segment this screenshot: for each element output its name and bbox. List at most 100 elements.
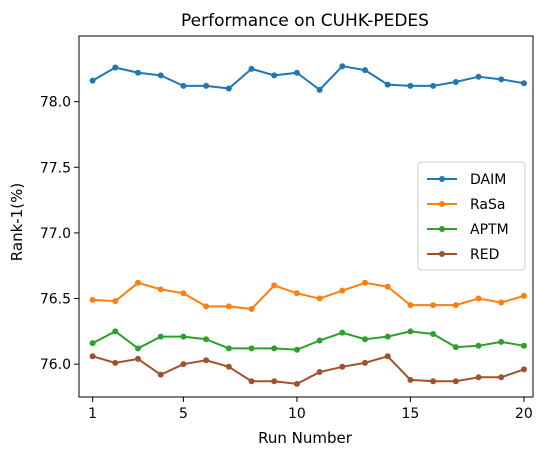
data-point xyxy=(135,355,142,362)
data-point xyxy=(339,287,346,294)
data-point xyxy=(452,378,459,385)
series-daim xyxy=(89,63,527,93)
x-tick-label: 20 xyxy=(515,406,533,422)
data-point xyxy=(135,69,142,76)
legend-marker xyxy=(439,251,445,257)
data-point xyxy=(520,292,527,299)
data-point xyxy=(430,330,437,337)
data-point xyxy=(248,65,255,72)
data-point xyxy=(316,86,323,93)
data-point xyxy=(271,345,278,352)
data-point xyxy=(452,344,459,351)
data-point xyxy=(203,82,210,89)
x-tick-label: 1 xyxy=(88,406,97,422)
legend-item-daim: DAIM xyxy=(427,172,506,188)
data-point xyxy=(339,63,346,70)
data-point xyxy=(316,369,323,376)
y-tick-label: 77.5 xyxy=(40,160,71,176)
data-point xyxy=(89,353,96,360)
x-tick-label: 10 xyxy=(288,406,306,422)
data-point xyxy=(157,286,164,293)
legend-label: DAIM xyxy=(470,172,506,188)
series-line xyxy=(92,65,525,91)
data-point xyxy=(384,353,391,360)
series-aptm xyxy=(89,328,527,353)
data-point xyxy=(384,81,391,88)
data-point xyxy=(271,282,278,289)
data-point xyxy=(225,363,232,370)
data-point xyxy=(135,345,142,352)
data-point xyxy=(384,283,391,290)
x-tick-label: 15 xyxy=(402,406,420,422)
data-point xyxy=(180,333,187,340)
data-point xyxy=(475,374,482,381)
data-point xyxy=(316,337,323,344)
data-point xyxy=(293,69,300,76)
data-point xyxy=(498,76,505,83)
data-point xyxy=(339,329,346,336)
series-line xyxy=(92,355,525,385)
legend-item-rasa: RaSa xyxy=(427,197,505,213)
data-point xyxy=(407,376,414,383)
data-point xyxy=(452,78,459,85)
data-point xyxy=(407,82,414,89)
y-tick-label: 76.0 xyxy=(40,357,71,373)
data-point xyxy=(384,333,391,340)
data-point xyxy=(430,302,437,309)
data-point xyxy=(225,303,232,310)
series-rasa xyxy=(89,279,527,313)
data-point xyxy=(112,298,119,305)
legend-label: APTM xyxy=(470,222,509,238)
data-point xyxy=(362,279,369,286)
legend-marker xyxy=(439,226,445,232)
legend-item-red: RED xyxy=(427,247,499,263)
data-point xyxy=(407,302,414,309)
data-point xyxy=(248,378,255,385)
data-point xyxy=(203,336,210,343)
data-point xyxy=(225,85,232,92)
data-point xyxy=(407,328,414,335)
data-point xyxy=(225,345,232,352)
series-red xyxy=(89,353,527,387)
data-point xyxy=(475,295,482,302)
data-point xyxy=(293,346,300,353)
data-point xyxy=(362,336,369,343)
data-point xyxy=(112,328,119,335)
data-point xyxy=(89,77,96,84)
data-point xyxy=(498,338,505,345)
data-point xyxy=(203,303,210,310)
data-point xyxy=(180,361,187,368)
data-point xyxy=(362,359,369,366)
legend-label: RaSa xyxy=(470,197,505,213)
data-point xyxy=(271,72,278,79)
data-point xyxy=(248,345,255,352)
data-point xyxy=(293,380,300,387)
data-point xyxy=(339,363,346,370)
data-point xyxy=(475,73,482,80)
data-point xyxy=(271,378,278,385)
x-axis-label: Run Number xyxy=(258,429,353,447)
y-tick-label: 77.0 xyxy=(40,226,71,242)
data-point xyxy=(430,378,437,385)
series-line xyxy=(92,281,525,311)
data-point xyxy=(520,342,527,349)
data-point xyxy=(498,299,505,306)
data-point xyxy=(430,82,437,89)
data-point xyxy=(498,374,505,381)
series-line xyxy=(92,330,525,351)
data-point xyxy=(112,64,119,71)
legend-item-aptm: APTM xyxy=(427,222,509,238)
legend-marker xyxy=(439,176,445,182)
data-point xyxy=(203,357,210,364)
data-point xyxy=(520,366,527,373)
legend: DAIM RaSa APTM RED xyxy=(417,161,526,271)
data-point xyxy=(157,371,164,378)
data-point xyxy=(89,340,96,347)
data-point xyxy=(157,72,164,79)
data-point xyxy=(89,296,96,303)
data-point xyxy=(157,333,164,340)
y-axis-label: Rank-1(%) xyxy=(8,183,26,261)
y-tick-label: 76.5 xyxy=(40,292,71,308)
y-tick-label: 78.0 xyxy=(40,95,71,111)
